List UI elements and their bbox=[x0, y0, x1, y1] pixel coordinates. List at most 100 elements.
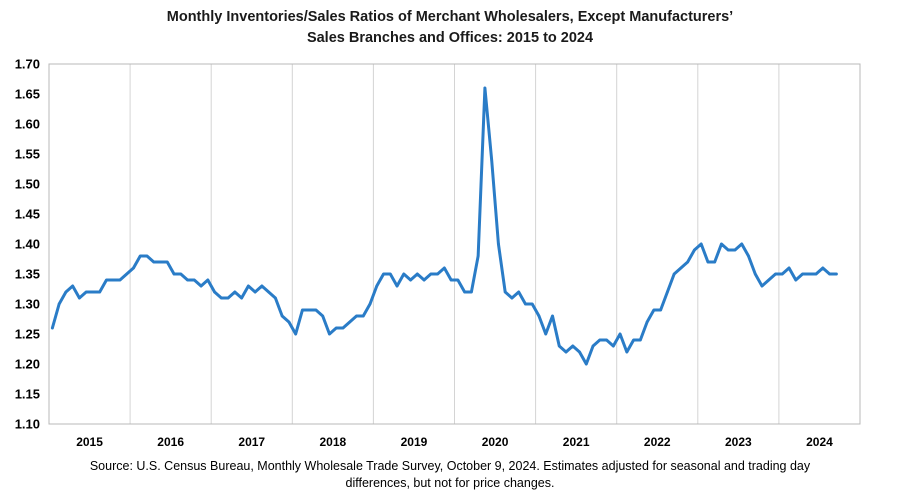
y-tick-label: 1.40 bbox=[15, 237, 40, 252]
data-point bbox=[537, 314, 541, 318]
data-point bbox=[247, 284, 250, 288]
data-point bbox=[686, 260, 689, 264]
data-point bbox=[605, 338, 608, 342]
data-point bbox=[220, 296, 223, 300]
data-point bbox=[564, 350, 568, 354]
data-point bbox=[449, 278, 453, 282]
data-point bbox=[267, 290, 270, 294]
data-point bbox=[240, 296, 243, 300]
data-point bbox=[416, 272, 419, 276]
data-point bbox=[618, 332, 622, 336]
data-point bbox=[368, 302, 372, 306]
data-point bbox=[179, 272, 183, 276]
data-point bbox=[463, 290, 466, 294]
plot-area-frame bbox=[48, 63, 861, 425]
data-point bbox=[125, 272, 129, 276]
data-point bbox=[159, 260, 162, 264]
x-tick-label: 2015 bbox=[76, 435, 103, 449]
series-line bbox=[50, 86, 838, 366]
data-point bbox=[726, 248, 730, 252]
data-point bbox=[497, 242, 500, 246]
x-tick-label: 2018 bbox=[319, 435, 346, 449]
data-point bbox=[598, 338, 602, 342]
data-point bbox=[483, 86, 487, 90]
data-point bbox=[808, 272, 811, 276]
data-point bbox=[578, 350, 581, 354]
data-point bbox=[111, 278, 115, 282]
data-point bbox=[774, 272, 777, 276]
y-tick-label: 1.10 bbox=[15, 417, 40, 432]
data-point bbox=[510, 296, 514, 300]
data-point bbox=[814, 272, 818, 276]
data-point bbox=[98, 290, 101, 294]
y-tick-label: 1.55 bbox=[15, 147, 40, 162]
chart-title-line-2: Sales Branches and Offices: 2015 to 2024 bbox=[306, 30, 594, 46]
y-tick-label: 1.70 bbox=[15, 57, 40, 72]
source-note-line-2: differences, but not for price changes. bbox=[345, 476, 555, 490]
data-points bbox=[51, 86, 838, 366]
data-point bbox=[145, 254, 149, 258]
data-point bbox=[524, 302, 527, 306]
y-tick-label: 1.30 bbox=[15, 297, 40, 312]
data-point bbox=[84, 290, 88, 294]
data-point bbox=[71, 284, 74, 288]
data-point bbox=[165, 260, 169, 264]
data-point bbox=[476, 254, 480, 258]
y-axis: 1.10 1.15 1.20 1.25 1.30 1.35 1.40 1.45 1.50 1.55… bbox=[15, 57, 40, 432]
data-point bbox=[699, 242, 703, 246]
data-point bbox=[389, 272, 392, 276]
data-point bbox=[672, 272, 676, 276]
data-point bbox=[835, 272, 838, 276]
data-point bbox=[260, 284, 264, 288]
data-point bbox=[341, 326, 345, 330]
y-tick-label: 1.20 bbox=[15, 357, 40, 372]
y-tick-label: 1.15 bbox=[15, 387, 40, 402]
data-point bbox=[612, 344, 615, 348]
data-point bbox=[280, 314, 284, 318]
data-point bbox=[307, 308, 311, 312]
data-point bbox=[226, 296, 230, 300]
data-point bbox=[213, 290, 216, 294]
data-point bbox=[361, 314, 365, 318]
data-point bbox=[503, 290, 507, 294]
x-tick-label: 2024 bbox=[806, 435, 833, 449]
data-point bbox=[382, 272, 385, 276]
data-point bbox=[78, 296, 81, 300]
data-point bbox=[517, 290, 520, 294]
data-point bbox=[787, 266, 791, 270]
data-point bbox=[470, 290, 473, 294]
data-point bbox=[733, 248, 737, 252]
data-point bbox=[422, 278, 426, 282]
data-point bbox=[186, 278, 189, 282]
y-tick-label: 1.60 bbox=[15, 117, 40, 132]
data-point bbox=[645, 320, 649, 324]
data-point bbox=[294, 332, 297, 336]
data-point bbox=[666, 290, 669, 294]
chart-title-line-1: Monthly Inventories/Sales Ratios of Merc… bbox=[166, 9, 734, 25]
data-point bbox=[301, 308, 304, 312]
data-point bbox=[334, 326, 338, 330]
data-point bbox=[375, 284, 379, 288]
data-point bbox=[436, 272, 439, 276]
data-point bbox=[713, 260, 716, 264]
data-point bbox=[747, 254, 750, 258]
data-point bbox=[395, 284, 399, 288]
data-point bbox=[632, 338, 635, 342]
data-point bbox=[456, 278, 460, 282]
data-point bbox=[652, 308, 656, 312]
data-point bbox=[429, 272, 433, 276]
data-point bbox=[740, 242, 744, 246]
data-point bbox=[51, 326, 54, 330]
data-point bbox=[57, 302, 61, 306]
data-point bbox=[828, 272, 831, 276]
x-tick-label: 2019 bbox=[401, 435, 428, 449]
y-tick-label: 1.50 bbox=[15, 177, 40, 192]
x-tick-label: 2017 bbox=[238, 435, 265, 449]
x-tick-label: 2020 bbox=[482, 435, 509, 449]
data-point bbox=[138, 254, 142, 258]
data-point bbox=[625, 350, 629, 354]
data-point bbox=[152, 260, 156, 264]
x-axis: 2015 2016 2017 2018 2019 2020 2021 2022 2023 2024 bbox=[76, 435, 833, 449]
data-point bbox=[659, 308, 662, 312]
